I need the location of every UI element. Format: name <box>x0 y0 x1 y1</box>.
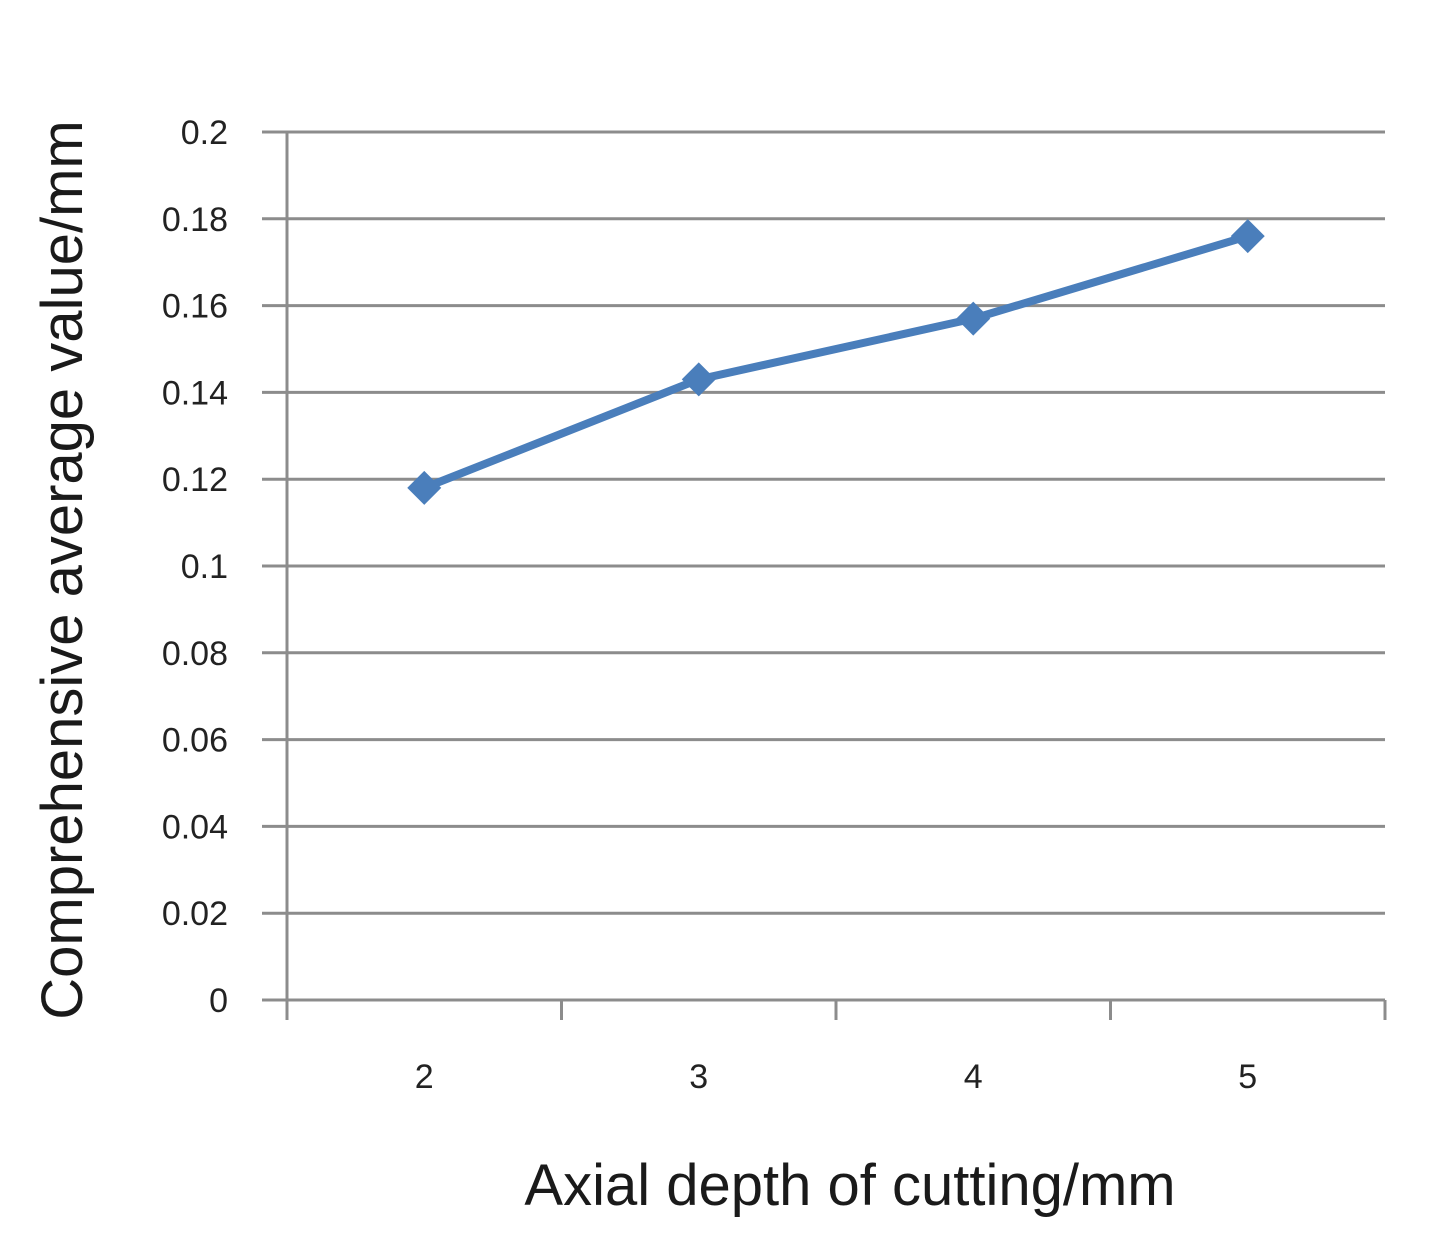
y-axis-title: Comprehensive average value/mm <box>30 120 95 1019</box>
x-axis-title: Axial depth of cutting/mm <box>524 1153 1175 1218</box>
x-tick-label: 5 <box>1238 1058 1257 1096</box>
x-tick-labels: 2 3 4 5 <box>415 1058 1257 1096</box>
y-tick-labels: 0 0.02 0.04 0.06 0.08 0.1 0.12 0.14 0.16 0.18 0.2 <box>162 114 228 1020</box>
series-line <box>420 232 1252 492</box>
data-point-marker <box>407 470 442 505</box>
series <box>407 219 1265 505</box>
y-tick-label: 0.12 <box>162 461 228 499</box>
y-tick-label: 0 <box>209 982 228 1020</box>
y-tick-label: 0.04 <box>162 808 228 846</box>
y-tick-label: 0.06 <box>162 722 228 760</box>
y-tick-label: 0.2 <box>181 114 228 152</box>
y-tick-label: 0.08 <box>162 635 228 673</box>
axes <box>285 132 1387 1020</box>
y-tick-label: 0.18 <box>162 201 228 239</box>
y-tick-label: 0.1 <box>181 548 228 586</box>
x-tick-label: 4 <box>964 1058 983 1096</box>
data-point-marker <box>956 301 991 336</box>
data-point-marker <box>681 362 716 397</box>
x-tick-label: 2 <box>415 1058 434 1096</box>
x-tick-label: 3 <box>689 1058 708 1096</box>
y-tick-label: 0.02 <box>162 895 228 933</box>
y-tick-label: 0.14 <box>162 374 228 412</box>
y-tick-label: 0.16 <box>162 288 228 326</box>
data-point-marker <box>1230 219 1265 254</box>
gridlines <box>262 130 1385 1002</box>
